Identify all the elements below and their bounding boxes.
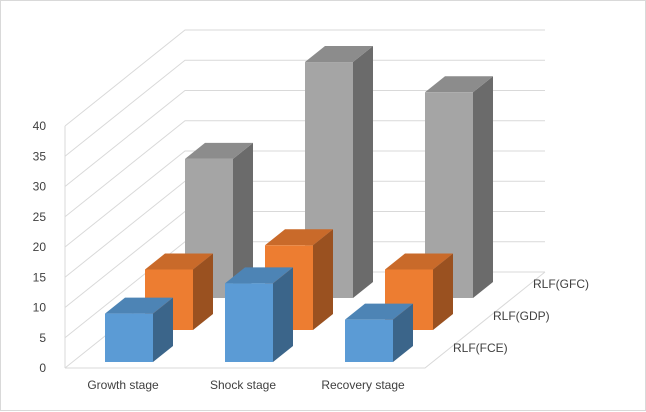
y-tick-label: 20 xyxy=(33,240,47,254)
gridline xyxy=(64,90,545,187)
bar-side xyxy=(393,303,413,362)
y-tick-label: 40 xyxy=(33,119,47,133)
category-label: Recovery stage xyxy=(321,378,405,392)
bar-RLF(FCE)-Growth stage xyxy=(105,313,153,362)
bar-side xyxy=(433,253,453,330)
series-depth-label: RLF(GFC) xyxy=(533,277,589,291)
bar-top xyxy=(265,229,333,246)
y-tick-label: 10 xyxy=(33,301,47,315)
floor-edge xyxy=(65,271,546,369)
bar-top xyxy=(105,297,173,314)
y-tick-label: 0 xyxy=(39,361,46,375)
y-tick-label: 30 xyxy=(33,180,47,194)
y-tick-label: 15 xyxy=(33,270,47,284)
category-label: Shock stage xyxy=(210,378,276,392)
bar-top xyxy=(185,142,253,159)
bar-RLF(FCE)-Recovery stage xyxy=(345,319,393,362)
series-depth-label: RLF(FCE) xyxy=(453,341,508,355)
bar-top xyxy=(225,267,293,284)
bar-top xyxy=(305,46,373,63)
bar-side xyxy=(273,267,293,362)
bar-side xyxy=(233,142,253,298)
bar-top xyxy=(385,253,453,270)
bar-side xyxy=(473,76,493,298)
gridline xyxy=(64,29,545,127)
category-label: Growth stage xyxy=(87,378,159,392)
y-tick-label: 25 xyxy=(33,210,47,224)
y-tick-label: 5 xyxy=(39,331,46,345)
y-tick-label: 35 xyxy=(33,149,47,163)
bar-side xyxy=(153,297,173,362)
bar-top xyxy=(145,253,213,270)
bar-RLF(FCE)-Shock stage xyxy=(225,283,273,362)
bar-top xyxy=(425,76,493,93)
bar-top xyxy=(345,303,413,320)
gridline xyxy=(64,59,545,157)
series-depth-label: RLF(GDP) xyxy=(493,309,550,323)
bar-side xyxy=(193,253,213,330)
bar-side xyxy=(313,229,333,330)
bar-side xyxy=(353,46,373,298)
